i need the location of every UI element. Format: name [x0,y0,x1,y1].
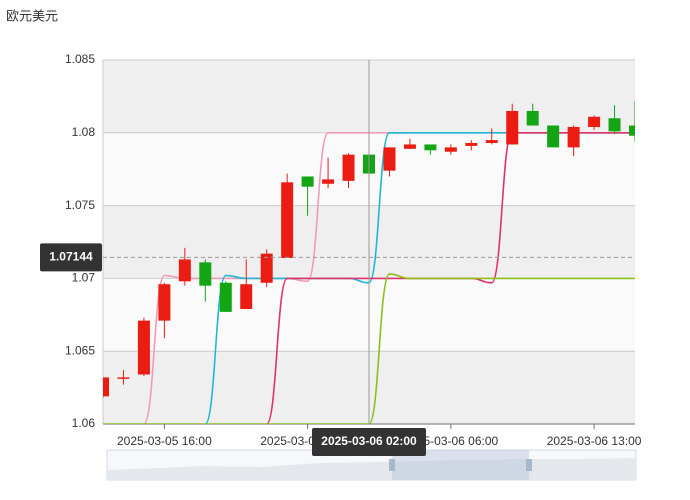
candle-body [383,147,395,170]
candle-body [343,155,355,181]
chart: 欧元美元 1.06 1.065 1.07 1.075 1.08 1.085 2025-03-… [0,0,690,500]
candle-body [424,144,436,150]
candle-body [97,377,109,396]
candle-body [281,182,293,258]
y-tick-label: 1.06 [72,416,96,430]
candle-body [261,254,273,283]
candle-body [568,127,580,147]
candle-body [465,143,477,146]
candle-body [302,176,314,186]
y-tick-label: 1.065 [65,343,95,357]
x-tick-label: 2025-03-05 16:00 [117,434,212,448]
candle-body [199,262,211,285]
candle-body [138,321,150,375]
candle-body [445,147,457,151]
y-tick-label: 1.075 [65,198,95,212]
candle-body [158,284,170,320]
candle-body [117,377,129,378]
candle-body [486,140,498,143]
y-tick-label: 1.085 [65,52,95,66]
candle-body [240,284,252,309]
candle-body [527,111,539,126]
zoom-handle[interactable] [526,459,532,471]
y-tick-label: 1.08 [72,125,96,139]
candle-body [588,117,600,127]
candle-body [220,283,232,312]
candle-body [609,118,621,131]
candle-body [322,179,334,183]
candle-body [506,111,518,144]
candle-body [629,126,641,136]
candle-body [404,144,416,148]
y-tick-label: 1.07 [72,271,96,285]
candle-body [547,126,559,148]
pointer-x-label: 2025-03-06 02:00 [321,434,417,448]
chart-title: 欧元美元 [6,8,58,23]
zoom-handle[interactable] [389,459,395,471]
pointer-y-label: 1.07144 [49,250,93,264]
candle-body [179,259,191,281]
x-tick-label: 2025-03-06 13:00 [547,434,642,448]
